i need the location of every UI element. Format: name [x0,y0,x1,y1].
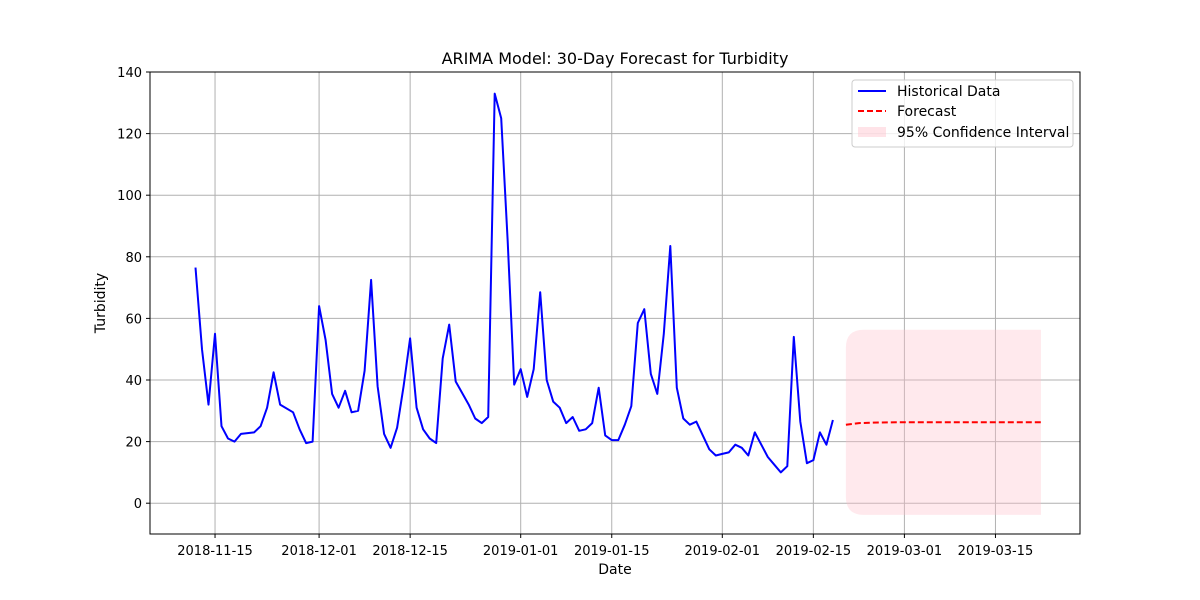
x-axis-label: Date [598,562,631,578]
x-tick-label: 2019-03-15 [958,544,1034,559]
y-axis-label: Turbidity [93,273,109,334]
x-tick-label: 2019-03-01 [867,544,943,559]
x-axis-ticks: 2018-11-15 2018-12-01 2018-12-15 2019-01-01… [177,534,1033,559]
x-tick-label: 2018-12-15 [372,544,448,559]
y-tick-label: 20 [125,436,142,451]
legend-label-confidence: 95% Confidence Interval [897,125,1069,141]
y-axis-ticks: 0 20 40 60 80 100 120 140 [117,66,150,512]
y-tick-label: 140 [117,66,142,81]
y-tick-label: 100 [117,189,142,204]
y-tick-label: 80 [125,251,142,266]
y-tick-label: 0 [134,497,142,512]
legend-swatch-confidence [858,127,886,137]
y-tick-label: 60 [125,312,142,327]
legend-label-forecast: Forecast [897,104,957,120]
x-tick-label: 2019-02-15 [776,544,852,559]
historical-data-line [194,92,834,474]
x-tick-label: 2019-01-01 [483,544,559,559]
x-tick-label: 2019-01-15 [574,544,650,559]
x-tick-label: 2018-11-15 [177,544,253,559]
confidence-band [845,329,1041,515]
y-tick-label: 40 [125,374,142,389]
legend-box [851,79,1074,148]
x-tick-label: 2019-02-01 [685,544,761,559]
chart-title: ARIMA Model: 30-Day Forecast for Turbidi… [442,49,789,68]
y-tick-label: 120 [117,128,142,143]
series-lines [194,92,1041,474]
x-tick-label: 2018-12-01 [281,544,357,559]
legend: Historical Data Forecast 95% Confidence … [851,79,1074,148]
plot-area-frame [149,71,1081,535]
forecast-line [845,421,1041,426]
confidence-interval-band [845,329,1041,515]
legend-label-historical: Historical Data [897,84,1000,100]
